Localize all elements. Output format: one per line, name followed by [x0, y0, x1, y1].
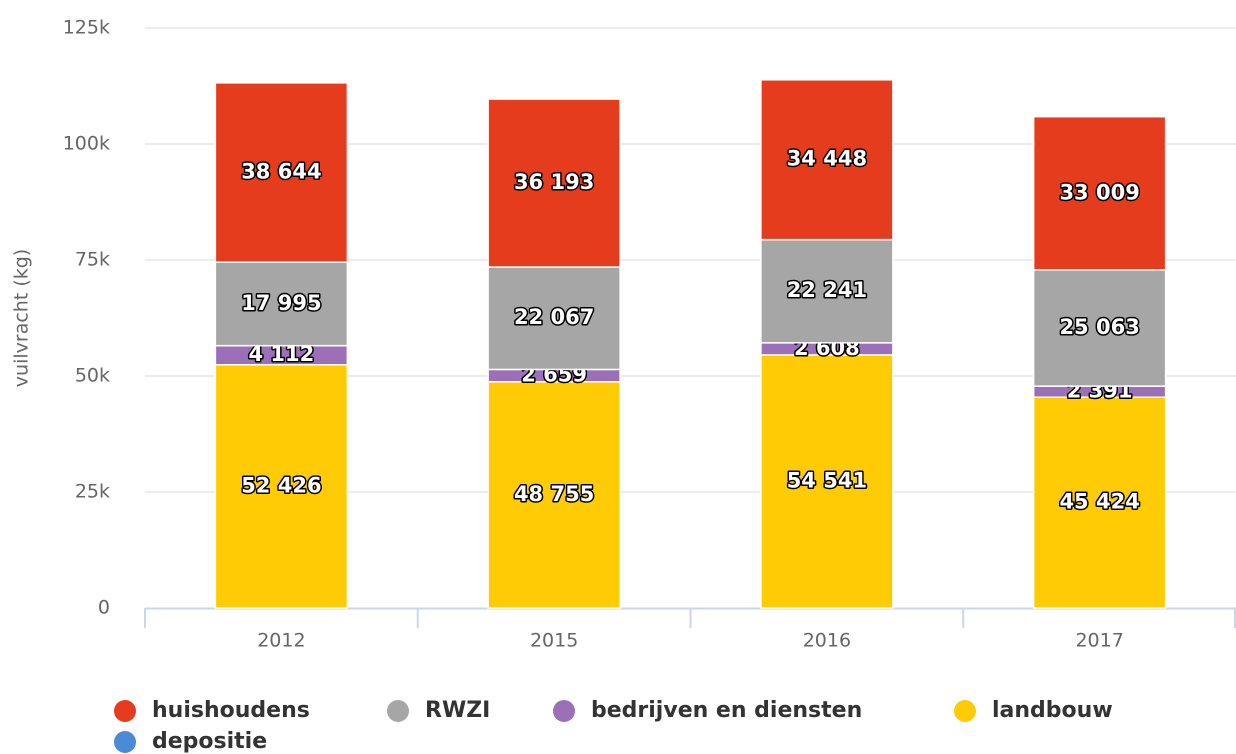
bar-segment [1032, 396, 1167, 609]
legend-label: landbouw [992, 698, 1113, 723]
legend-label: RWZI [425, 698, 490, 723]
y-tick-label: 100k [63, 133, 110, 155]
data-label: 54 541 [787, 468, 867, 492]
bar-segment [487, 98, 621, 268]
x-tick-label: 2015 [530, 630, 578, 652]
y-tick-label: 25k [75, 481, 110, 503]
x-tick-label: 2017 [1075, 630, 1123, 652]
legend-swatch [954, 700, 976, 722]
bar-segment [1032, 269, 1167, 387]
bar-segment [214, 261, 349, 347]
y-tick-label: 50k [75, 365, 110, 387]
y-tick-label: 0 [98, 597, 110, 619]
data-label: 38 644 [241, 160, 321, 184]
legend-label: depositie [152, 729, 267, 754]
y-tick-label: 125k [63, 17, 110, 39]
data-label: 22 067 [514, 305, 594, 329]
data-label: 52 426 [241, 473, 321, 497]
data-label: 25 063 [1059, 315, 1139, 339]
data-label: 34 448 [787, 147, 867, 171]
x-tick-label: 2012 [257, 630, 305, 652]
bar-segment [487, 381, 621, 609]
data-label: 45 424 [1059, 490, 1139, 514]
y-tick-label: 75k [75, 249, 110, 271]
bar-segment [1032, 115, 1167, 271]
legend-label: bedrijven en diensten [591, 698, 862, 723]
data-label: 17 995 [241, 291, 321, 315]
data-label: 22 241 [787, 278, 867, 302]
data-label: 36 193 [514, 170, 594, 194]
bar-segment [487, 266, 621, 371]
legend-swatch [553, 700, 575, 722]
bar-segment [760, 354, 894, 609]
bar-segment [214, 82, 349, 263]
legend-swatch [114, 700, 136, 722]
bar-segment [760, 79, 894, 241]
data-label: 48 755 [514, 482, 594, 506]
bar-segment [760, 238, 894, 344]
y-axis-title: vuilvracht (kg) [11, 249, 33, 387]
data-label: 33 009 [1059, 180, 1139, 204]
x-tick-label: 2016 [803, 630, 851, 652]
legend-swatch [114, 731, 136, 753]
legend-swatch [387, 700, 409, 722]
legend-label: huishoudens [152, 698, 310, 723]
bar-segment [214, 363, 349, 609]
